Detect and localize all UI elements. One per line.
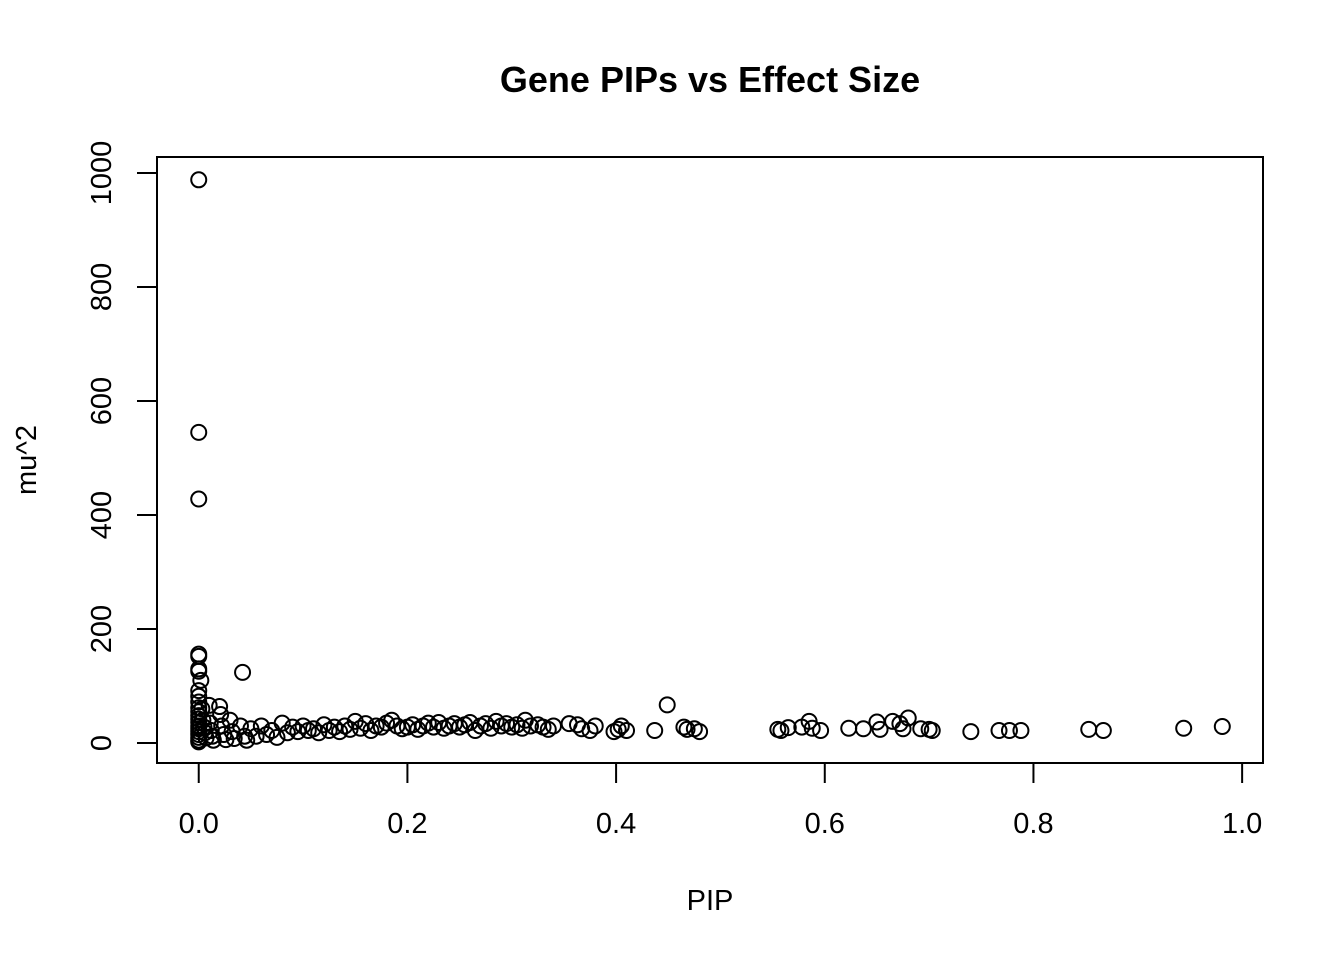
data-point bbox=[1094, 722, 1112, 740]
y-tick-label: 400 bbox=[86, 491, 118, 539]
data-point bbox=[812, 722, 830, 740]
data-point bbox=[200, 696, 218, 714]
data-point bbox=[268, 728, 286, 746]
data-point bbox=[221, 711, 239, 729]
data-point bbox=[487, 712, 505, 730]
data-point bbox=[1000, 722, 1018, 740]
x-axis: 0.0 0.2 0.4 0.6 0.8 1.0 bbox=[179, 762, 1262, 840]
y-tick-label: 600 bbox=[86, 377, 118, 425]
data-point bbox=[899, 709, 917, 727]
data-point bbox=[278, 724, 296, 742]
y-tick-label: 0 bbox=[86, 735, 118, 751]
data-point bbox=[658, 696, 676, 714]
data-point bbox=[190, 171, 208, 189]
data-point bbox=[990, 722, 1008, 740]
data-point bbox=[212, 706, 230, 724]
data-point bbox=[894, 720, 912, 738]
data-point bbox=[231, 717, 249, 735]
y-tick-label: 1000 bbox=[86, 141, 118, 206]
data-point bbox=[522, 717, 540, 735]
data-point bbox=[362, 722, 380, 740]
data-point bbox=[840, 719, 858, 737]
data-point bbox=[252, 717, 270, 735]
data-point bbox=[419, 714, 437, 732]
data-point bbox=[201, 714, 219, 732]
data-point bbox=[284, 718, 302, 736]
data-point bbox=[331, 723, 349, 741]
x-axis-label: PIP bbox=[687, 885, 734, 917]
data-point bbox=[192, 671, 210, 689]
data-points bbox=[190, 171, 1231, 751]
x-tick-label: 0.2 bbox=[387, 808, 427, 840]
data-point bbox=[247, 727, 265, 745]
y-tick-label: 800 bbox=[86, 263, 118, 311]
data-point bbox=[204, 731, 222, 749]
data-point bbox=[772, 722, 790, 740]
x-tick-label: 0.6 bbox=[805, 808, 845, 840]
data-point bbox=[1080, 720, 1098, 738]
data-point bbox=[854, 720, 872, 738]
y-tick-label: 200 bbox=[86, 605, 118, 653]
data-point bbox=[618, 722, 636, 740]
data-point bbox=[779, 719, 797, 737]
y-axis-label: mu^2 bbox=[11, 425, 43, 495]
data-point bbox=[258, 725, 276, 743]
data-point bbox=[678, 720, 696, 738]
data-point bbox=[234, 663, 252, 681]
data-point bbox=[190, 682, 208, 700]
data-point bbox=[190, 423, 208, 441]
data-point bbox=[383, 711, 401, 729]
chart-title: Gene PIPs vs Effect Size bbox=[500, 59, 920, 100]
data-point bbox=[803, 719, 821, 737]
x-tick-label: 1.0 bbox=[1222, 808, 1262, 840]
x-tick-label: 0.0 bbox=[179, 808, 219, 840]
data-point bbox=[294, 717, 312, 735]
data-point bbox=[190, 490, 208, 508]
data-point bbox=[1012, 722, 1030, 740]
data-point bbox=[646, 722, 664, 740]
data-point bbox=[190, 662, 208, 680]
data-point bbox=[962, 723, 980, 741]
data-point bbox=[612, 717, 630, 735]
data-point bbox=[513, 719, 531, 737]
data-point bbox=[1175, 719, 1193, 737]
data-point bbox=[923, 722, 941, 740]
data-point bbox=[211, 698, 229, 716]
data-point bbox=[675, 718, 693, 736]
data-point bbox=[238, 731, 256, 749]
x-tick-label: 0.4 bbox=[596, 808, 636, 840]
data-point bbox=[581, 722, 599, 740]
data-point bbox=[691, 723, 709, 741]
data-point bbox=[202, 722, 220, 740]
plot-frame bbox=[156, 156, 1264, 764]
data-point bbox=[289, 723, 307, 741]
y-axis: 0 200 400 600 800 1000 bbox=[86, 141, 158, 751]
data-point bbox=[273, 714, 291, 732]
data-point bbox=[315, 716, 333, 734]
data-point bbox=[871, 720, 889, 738]
data-point bbox=[586, 717, 604, 735]
x-tick-label: 0.8 bbox=[1013, 808, 1053, 840]
data-point bbox=[912, 720, 930, 738]
data-point bbox=[1213, 718, 1231, 736]
data-point bbox=[194, 711, 212, 729]
data-point bbox=[609, 720, 627, 738]
data-point bbox=[544, 717, 562, 735]
